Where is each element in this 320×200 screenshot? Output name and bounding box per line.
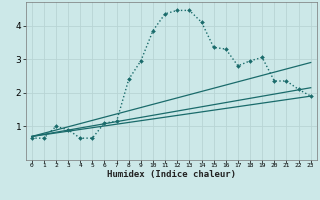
X-axis label: Humidex (Indice chaleur): Humidex (Indice chaleur)	[107, 170, 236, 179]
